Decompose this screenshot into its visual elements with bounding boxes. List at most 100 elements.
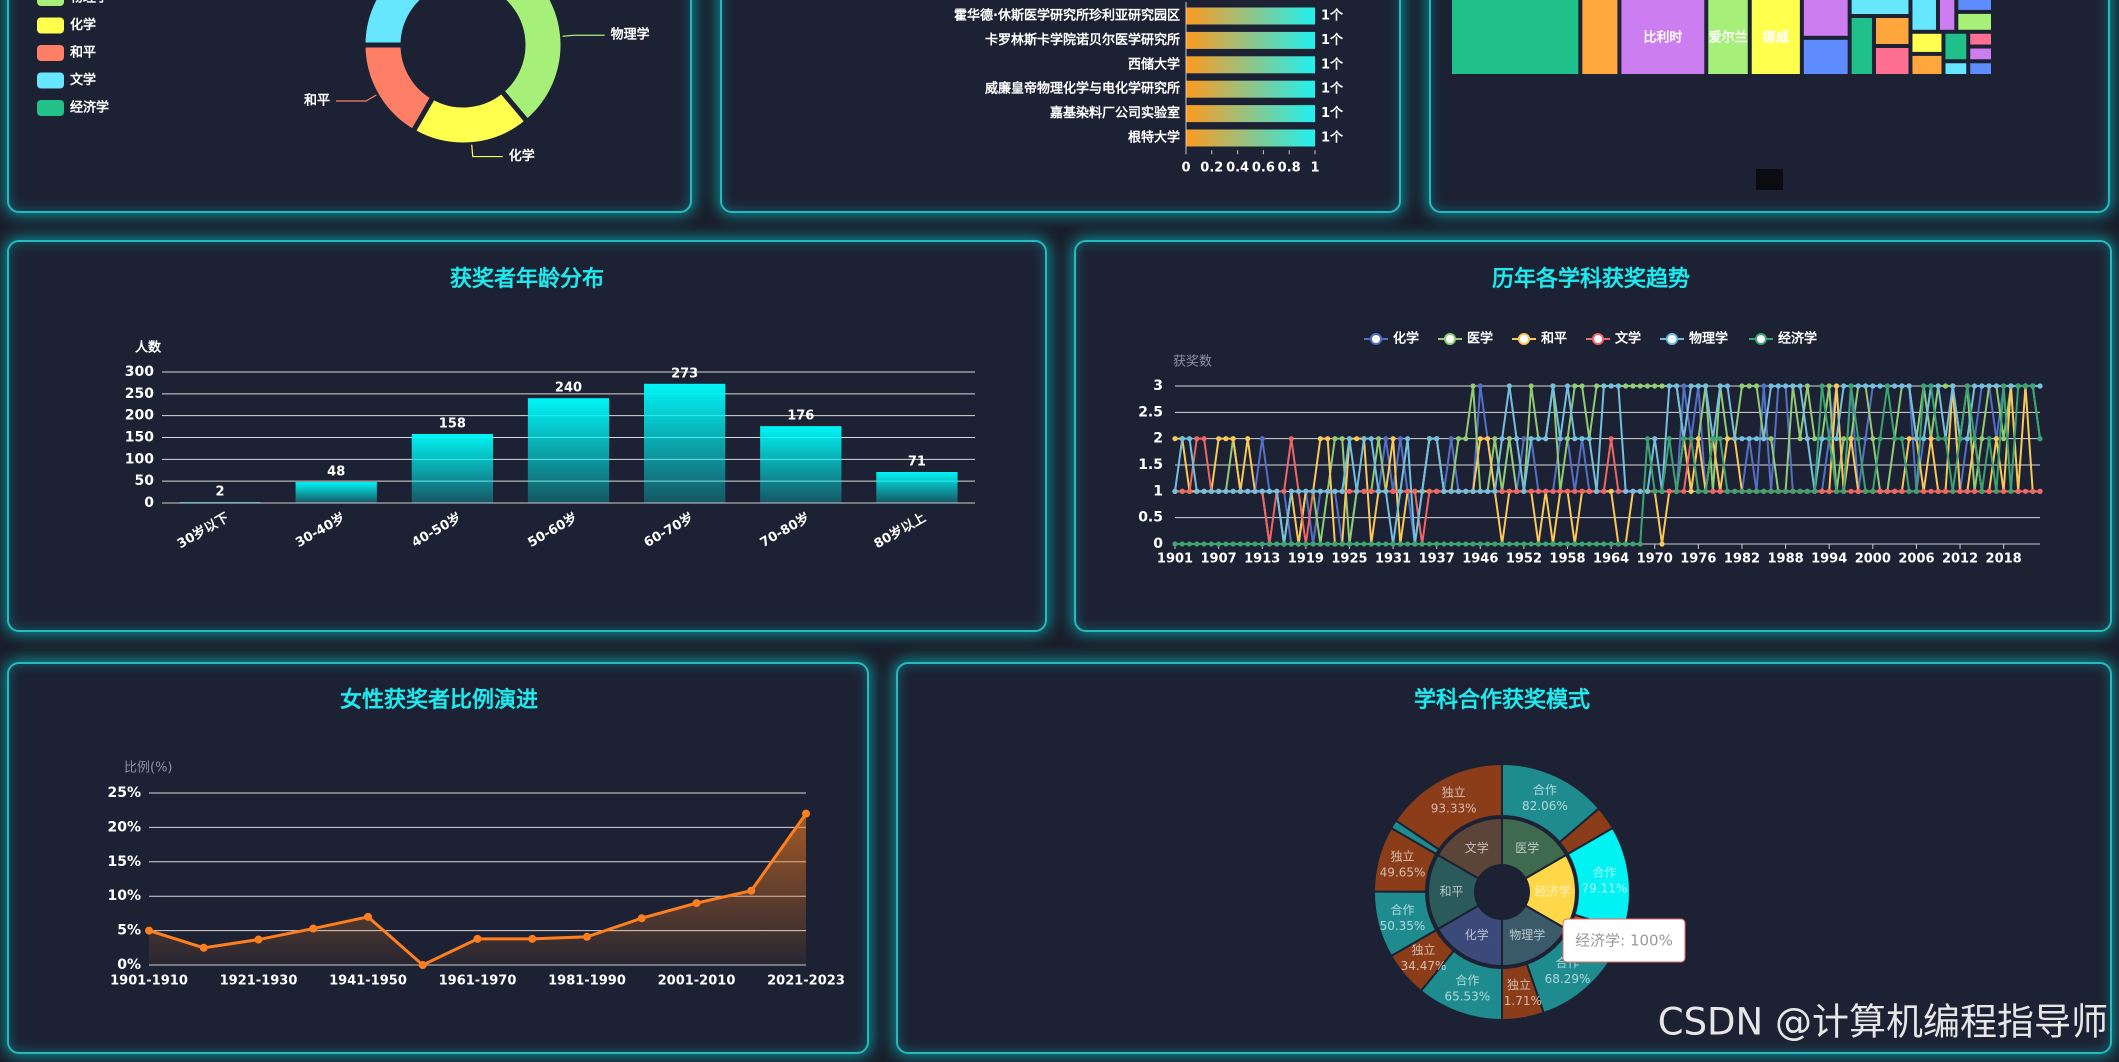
data-point — [1361, 436, 1367, 442]
data-point — [1681, 383, 1687, 389]
x-tick-label: 1921-1930 — [220, 974, 298, 989]
x-tick-label: 1937 — [1419, 552, 1455, 567]
bar-value-label: 1个 — [1321, 130, 1344, 146]
x-tick-label: 2006 — [1898, 552, 1934, 567]
treemap-cell — [1912, 55, 1942, 74]
data-point — [1405, 488, 1411, 494]
data-point — [1884, 383, 1890, 389]
x-tick-label: 0.8 — [1278, 161, 1301, 176]
treemap-cell — [1708, 0, 1748, 74]
data-point — [1986, 383, 1992, 389]
label-leader — [336, 94, 377, 102]
data-point — [1615, 383, 1622, 389]
data-point — [1557, 488, 1563, 494]
y-tick-label: 0 — [1153, 536, 1163, 552]
watermark: CSDN @计算机编程指导师 — [1658, 1001, 2108, 1044]
x-tick-label: 1946 — [1462, 552, 1498, 567]
data-point — [2022, 383, 2029, 389]
y-tick-label: 2 — [1153, 431, 1163, 447]
data-point — [1761, 488, 1767, 494]
data-point — [1354, 541, 1360, 547]
data-point — [1666, 488, 1672, 494]
data-point — [1833, 436, 1840, 442]
y-tick-label: 10% — [107, 888, 141, 904]
bar — [1186, 105, 1315, 123]
data-point — [1971, 383, 1978, 389]
y-axis-name: 人数 — [135, 340, 162, 356]
data-point — [1739, 383, 1745, 389]
data-point — [1303, 488, 1309, 494]
data-point — [1543, 541, 1549, 547]
sunburst-outer — [1394, 762, 1503, 851]
data-point — [1826, 436, 1832, 442]
data-point — [1514, 488, 1520, 494]
data-point — [1426, 488, 1433, 494]
data-point — [1245, 541, 1251, 547]
data-point — [1499, 488, 1505, 494]
data-point — [1717, 436, 1723, 442]
data-point — [1608, 436, 1614, 442]
data-point — [1390, 436, 1396, 442]
data-point — [1375, 541, 1382, 547]
bar — [1186, 31, 1315, 49]
data-point — [1644, 383, 1651, 389]
x-tick-label: 1913 — [1244, 552, 1280, 567]
data-point — [1564, 383, 1571, 389]
data-point — [2037, 436, 2043, 442]
x-tick-label: 1901-1910 — [110, 974, 188, 989]
data-point — [1332, 436, 1338, 442]
y-tick-label: 2.5 — [1138, 404, 1163, 420]
data-point — [1841, 436, 1847, 442]
data-point — [1921, 383, 1927, 389]
bar — [760, 426, 842, 503]
data-point — [1615, 488, 1622, 494]
sunburst-outer-value: 79.11% — [1582, 881, 1628, 895]
data-point — [1892, 488, 1898, 494]
data-point — [1521, 541, 1527, 547]
data-point — [1906, 488, 1912, 494]
data-point — [1819, 383, 1825, 389]
x-tick-label: 50-60岁 — [525, 510, 580, 551]
x-tick-label: 2018 — [1986, 552, 2022, 567]
data-point — [1506, 541, 1512, 547]
data-point — [1186, 436, 1193, 442]
data-point — [1782, 383, 1789, 389]
data-point — [1615, 541, 1622, 547]
data-point — [1652, 436, 1658, 442]
data-point — [1870, 436, 1876, 442]
data-point — [1819, 436, 1825, 442]
data-point — [1637, 541, 1643, 547]
data-point — [2001, 383, 2007, 389]
sunburst-outer-label: 独立 — [1411, 942, 1435, 957]
data-point — [1325, 541, 1331, 547]
data-point — [1884, 488, 1890, 494]
data-point — [1484, 541, 1491, 547]
data-point — [1332, 488, 1338, 494]
x-tick-label: 70-80岁 — [757, 510, 812, 551]
data-point — [1833, 383, 1840, 389]
x-tick-label: 2012 — [1942, 552, 1978, 567]
data-point — [1862, 436, 1869, 442]
data-point — [1223, 541, 1229, 547]
data-point — [1455, 541, 1462, 547]
x-tick-label: 30-40岁 — [293, 510, 348, 551]
legend-label: 经济学 — [70, 100, 109, 116]
data-point — [1964, 436, 1970, 442]
y-tick-label: 20% — [107, 819, 141, 835]
data-point — [1979, 488, 1985, 494]
data-point — [1637, 383, 1643, 389]
data-point — [1579, 541, 1585, 547]
data-point — [1172, 541, 1178, 547]
data-point — [1913, 436, 1920, 442]
data-point — [1426, 541, 1433, 547]
sunburst-inner-label: 物理学 — [1509, 927, 1545, 942]
data-point — [692, 899, 701, 908]
data-point — [1361, 488, 1367, 494]
data-point — [2030, 488, 2036, 494]
legend-label: 化学 — [70, 17, 96, 33]
data-point — [1819, 488, 1825, 494]
x-tick-label: 1982 — [1724, 552, 1760, 567]
bar-category-label: 霍华德·休斯医学研究所珍利亚研究园区 — [954, 8, 1180, 24]
data-point — [1666, 383, 1672, 389]
data-point — [1703, 383, 1709, 389]
